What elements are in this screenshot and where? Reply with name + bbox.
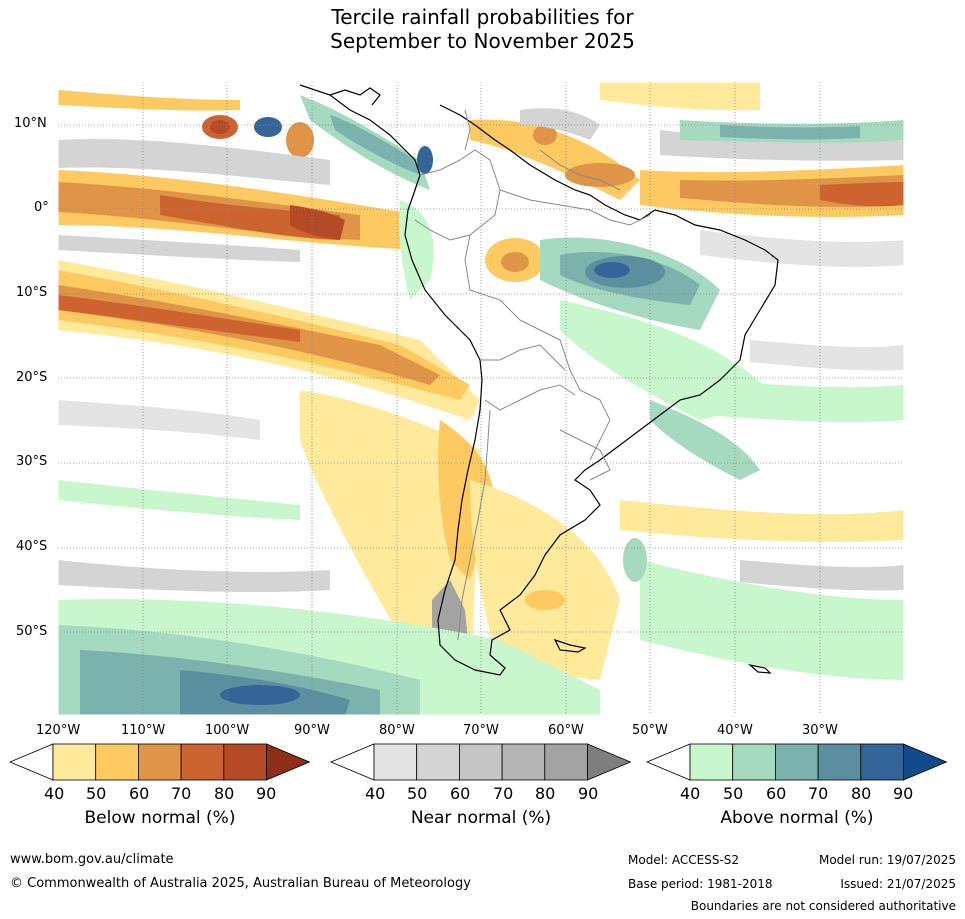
colorbar-3-left-extend (645, 743, 691, 781)
cb3-tick-50: 50 (723, 784, 744, 803)
colorbar-3-bin-5 (860, 743, 904, 781)
lat-label-10s: 10°S (16, 285, 48, 300)
near-normal-label: Near normal (%) (410, 808, 552, 828)
cb2-tick-60: 60 (450, 784, 471, 803)
cb1-tick-60: 60 (129, 784, 150, 803)
cb2-tick-40: 40 (365, 784, 386, 803)
cb2-tick-50: 50 (407, 784, 428, 803)
lon-label-60w: 60°W (548, 723, 584, 738)
cb2-tick-70: 70 (493, 784, 514, 803)
lon-label-120w: 120°W (36, 723, 81, 738)
cb1-tick-70: 70 (171, 784, 192, 803)
coastline (299, 84, 779, 676)
lon-label-30w: 30°W (802, 723, 838, 738)
colorbar-2-right-extend (587, 743, 632, 781)
colorbar-1-bin-3 (137, 743, 182, 781)
map-field (58, 82, 904, 715)
model-run-date: Model run: 19/07/2025 (818, 853, 956, 867)
lat-label-30s: 30°S (16, 454, 48, 469)
cb3-tick-40: 40 (680, 784, 701, 803)
colorbars (8, 743, 948, 781)
bom-url: www.bom.gov.au/climate (10, 852, 174, 867)
colorbar-2-left-extend (329, 743, 375, 781)
boundaries-disclaimer: Boundaries are not considered authoritat… (690, 899, 956, 913)
cb2-tick-90: 90 (578, 784, 599, 803)
colorbar-3-right-extend (903, 743, 948, 781)
colorbar-1-left-extend (8, 743, 54, 781)
lat-label-20s: 20°S (16, 370, 48, 385)
lon-label-70w: 70°W (463, 723, 499, 738)
colorbar-3-bin-3 (775, 743, 819, 781)
lon-label-40w: 40°W (717, 723, 753, 738)
colorbar-3-bin-1 (689, 743, 734, 781)
cb3-tick-90: 90 (893, 784, 914, 803)
cb3-tick-60: 60 (766, 784, 787, 803)
cb2-tick-80: 80 (535, 784, 556, 803)
colorbar-1-bin-1 (52, 743, 97, 781)
lat-label-50s: 50°S (16, 624, 48, 639)
colorbar-1-bin-4 (180, 743, 225, 781)
cb3-tick-70: 70 (808, 784, 829, 803)
colorbar-1-bin-2 (95, 743, 139, 781)
colorbar-2-bin-2 (416, 743, 460, 781)
issued-date: Issued: 21/07/2025 (840, 877, 956, 891)
lon-label-100w: 100°W (205, 723, 250, 738)
map-title-line1: Tercile rainfall probabilities for (331, 5, 634, 29)
colorbar-2-bin-1 (373, 743, 418, 781)
cb1-tick-90: 90 (256, 784, 277, 803)
lat-label-0: 0° (34, 200, 49, 215)
cb1-tick-50: 50 (86, 784, 107, 803)
map-title-line2: September to November 2025 (330, 29, 635, 53)
cb1-tick-80: 80 (214, 784, 235, 803)
country-borders (414, 109, 651, 641)
cb3-tick-80: 80 (851, 784, 872, 803)
graticule (58, 82, 904, 715)
copyright-text: © Commonwealth of Australia 2025, Austra… (10, 876, 471, 891)
colorbar-1-bin-5 (223, 743, 267, 781)
above-normal-label: Above normal (%) (720, 808, 874, 828)
lon-label-50w: 50°W (632, 723, 668, 738)
colorbar-2-bin-5 (544, 743, 588, 781)
lon-label-80w: 80°W (379, 723, 415, 738)
lat-label-10n: 10°N (14, 116, 47, 131)
lon-label-90w: 90°W (294, 723, 330, 738)
below-normal-label: Below normal (%) (84, 808, 236, 828)
colorbar-3-bin-4 (817, 743, 862, 781)
colorbar-3-bin-2 (732, 743, 776, 781)
colorbar-2-bin-4 (501, 743, 546, 781)
model-name: Model: ACCESS-S2 (628, 853, 740, 867)
cb1-tick-40: 40 (44, 784, 65, 803)
colorbar-2-bin-3 (458, 743, 503, 781)
colorbar-1-right-extend (266, 743, 311, 781)
base-period: Base period: 1981-2018 (628, 877, 773, 891)
lat-label-40s: 40°S (16, 539, 48, 554)
lon-label-110w: 110°W (121, 723, 166, 738)
